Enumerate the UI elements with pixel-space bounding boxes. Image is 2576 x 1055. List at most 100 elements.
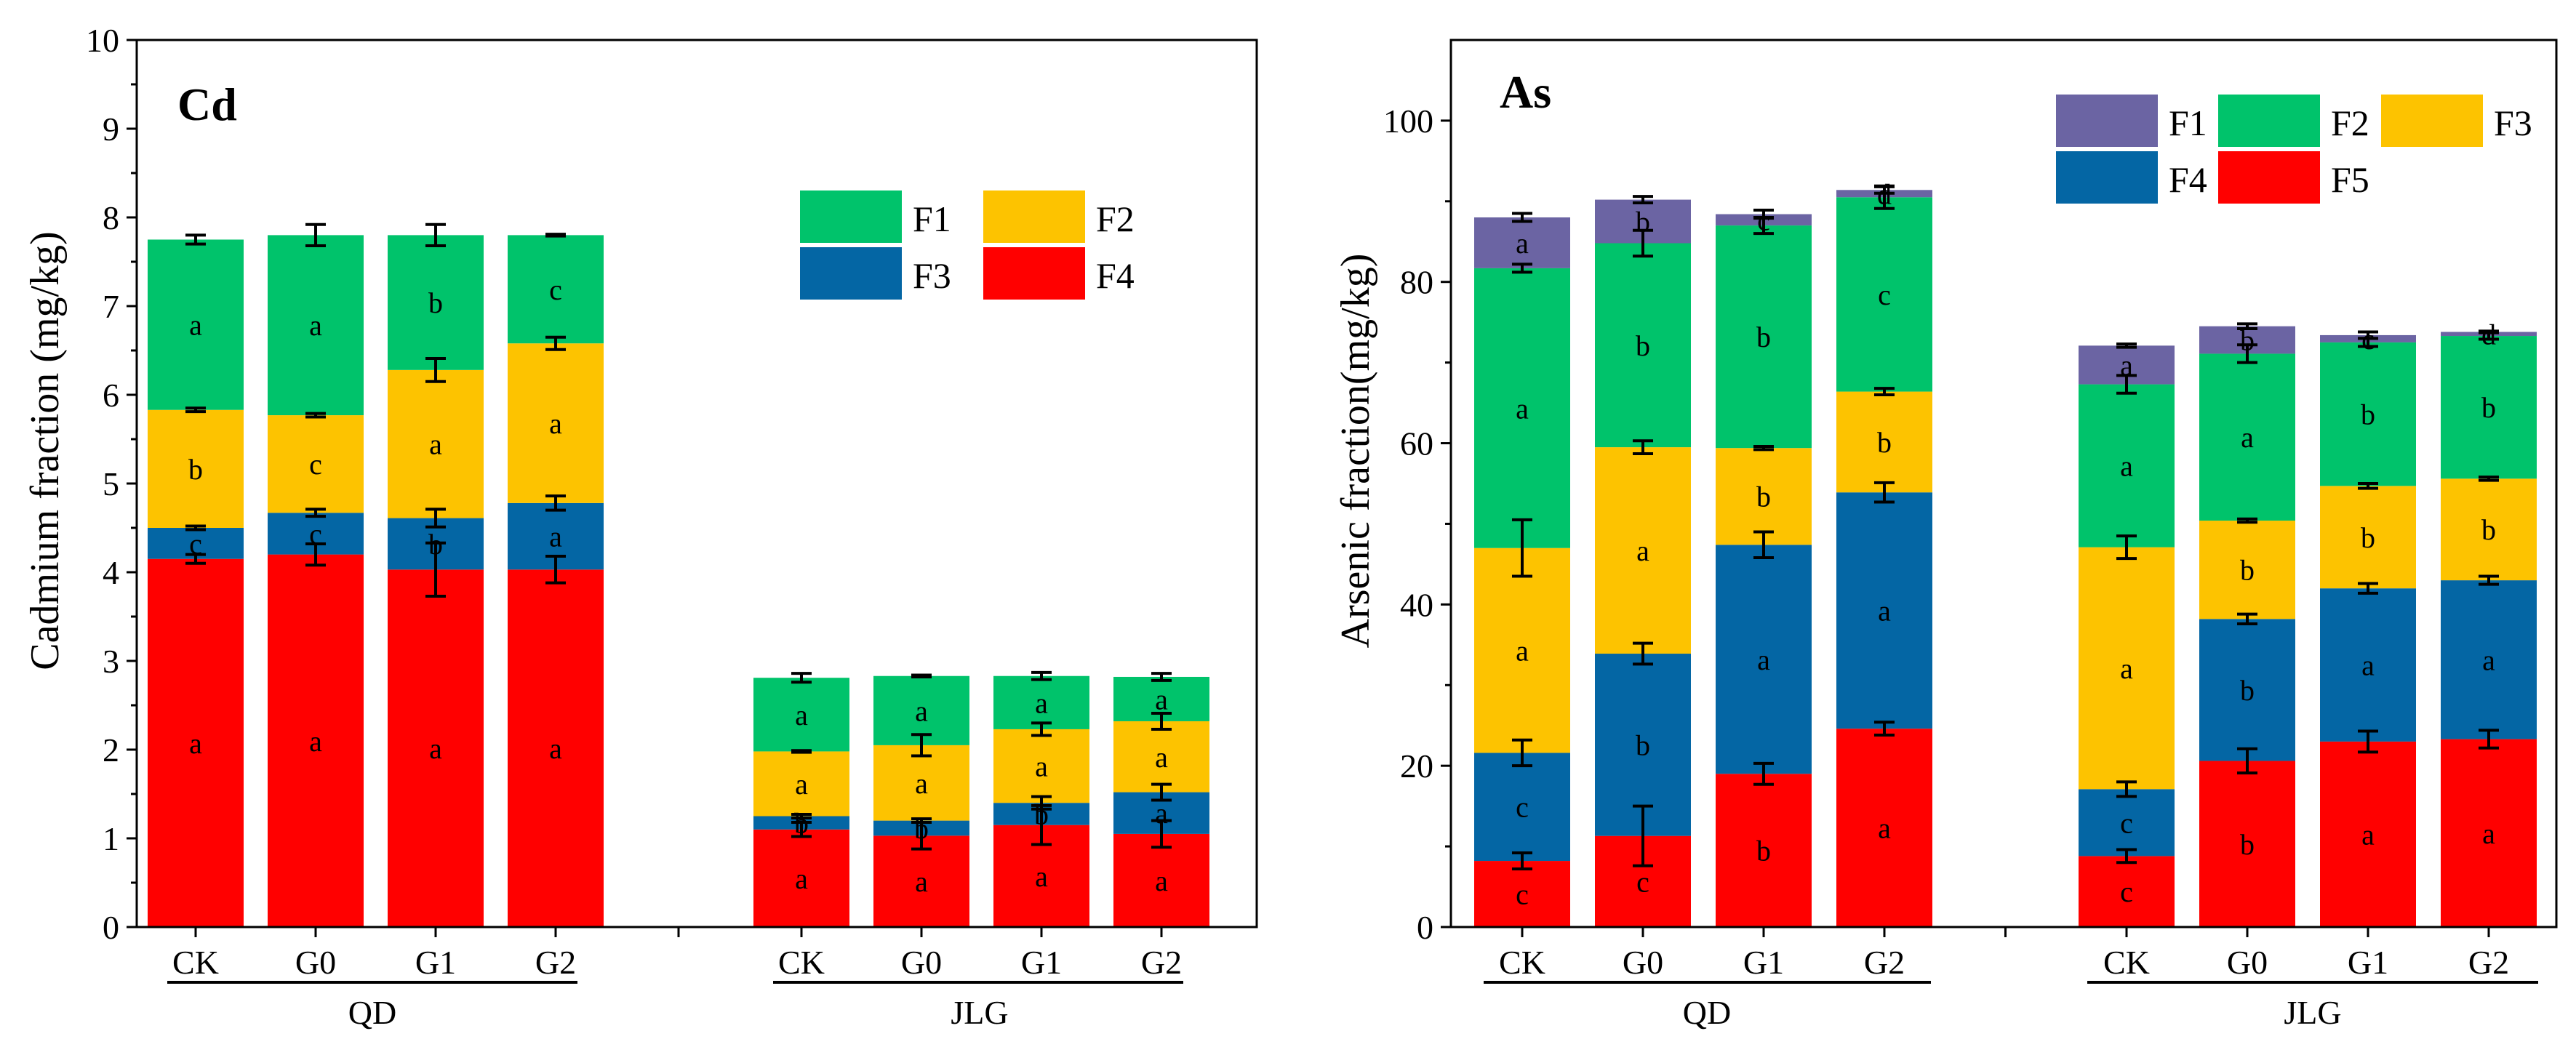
as-bar-f3 [1716, 448, 1812, 545]
cd-errorbar-f3 [545, 494, 566, 512]
as-errorbar-f1 [2237, 322, 2257, 331]
as-bar-f2 [1716, 225, 1812, 449]
as-errorbar-f1 [2358, 330, 2378, 340]
cd-ytick-label: 7 [103, 288, 119, 325]
as-value-label-f1: d [2481, 318, 2496, 350]
as-xtick-label: CK [2103, 944, 2150, 981]
cd-value-label-f4: a [1035, 860, 1048, 893]
as-errorbar-f3 [1874, 387, 1895, 396]
as-xtick-label: G2 [2468, 944, 2509, 981]
cd-bar-f2 [388, 369, 484, 518]
as-errorbar-f4 [1633, 641, 1653, 666]
cd-bar-f4 [508, 569, 604, 927]
cd-ytick-label: 1 [103, 820, 119, 857]
as-value-label-f4: a [1757, 643, 1770, 676]
cd-group-label-qd: QD [348, 994, 396, 1031]
as-value-label-f5: b [2240, 828, 2255, 861]
as-bar-f4 [1716, 545, 1812, 774]
cd-value-label-f4: a [1155, 865, 1168, 897]
as-value-label-f2: b [1636, 329, 1650, 362]
as-bar-f2 [2079, 384, 2175, 547]
cd-bar-f1 [508, 235, 604, 344]
as-value-label-f2: a [1516, 392, 1529, 425]
cd-errorbar-f3 [425, 508, 446, 529]
as-value-label-f2: b [2361, 398, 2375, 431]
cd-ytick-label: 2 [103, 731, 119, 769]
cd-ytick-label: 4 [103, 554, 119, 591]
cd-value-label-f4: a [549, 732, 562, 765]
cd-errorbar-f2 [185, 406, 206, 414]
as-errorbar-f4 [1753, 530, 1774, 560]
as-ytick-label: 80 [1400, 264, 1433, 301]
as-ylabel: Arsenic fraction(mg/kg) [1333, 254, 1378, 649]
cd-xtick-label: CK [172, 944, 219, 981]
cd-value-label-f1: a [1155, 683, 1168, 715]
cd-legend-swatch-f3 [800, 247, 902, 300]
as-errorbar-f1 [1753, 209, 1774, 220]
cd-ytick-label: 0 [103, 909, 119, 946]
as-errorbar-f4 [1874, 481, 1895, 504]
cd-errorbar-f1 [185, 233, 206, 246]
as-errorbar-f5 [2237, 747, 2257, 775]
as-xtick-label: G1 [1743, 944, 1784, 981]
cd-xtick-label: G2 [1141, 944, 1182, 981]
cd-errorbar-f1 [425, 222, 446, 248]
cd-errorbar-f2 [1031, 721, 1052, 737]
cd-errorbar-f1 [1031, 670, 1052, 681]
cd-bar-f1 [268, 235, 364, 416]
cd-value-label-f1: b [428, 286, 443, 319]
as-value-label-f2: c [1878, 278, 1891, 311]
cd-errorbar-f1 [545, 233, 566, 238]
cd-xtick-label: G2 [535, 944, 576, 981]
as-legend-label-f1: F1 [2169, 103, 2207, 143]
as-bar-f2 [2199, 353, 2295, 521]
cd-bar-f2 [753, 751, 849, 817]
as-errorbar-f2 [2116, 374, 2137, 395]
as-value-label-f4: a [1878, 595, 1891, 627]
cd-ytick-label: 8 [103, 199, 119, 236]
cd-value-label-f3: a [1155, 797, 1168, 830]
as-bar-f4 [2441, 580, 2537, 739]
as-bars [1474, 190, 2537, 927]
cd-bar-f2 [1113, 721, 1209, 793]
as-value-label-f5: a [1878, 812, 1891, 845]
as-errorbar-f5 [2116, 848, 2137, 865]
as-value-label-f5: a [2482, 817, 2495, 850]
as-ytick-label: 0 [1417, 909, 1433, 946]
as-legend-label-f3: F3 [2494, 103, 2532, 143]
cd-value-label-f1: a [915, 694, 928, 727]
cd-bar-f1 [148, 239, 244, 410]
as-xtick-label: G0 [2227, 944, 2268, 981]
cd-legend-swatch-f2 [983, 190, 1085, 243]
as-legend-swatch-f1 [2056, 95, 2158, 147]
as-value-label-f1: b [2240, 324, 2255, 357]
as-ytick-label: 100 [1383, 103, 1433, 140]
cd-errorbar-f2 [545, 335, 566, 351]
cd-errorbar-f4 [305, 542, 326, 567]
as-value-label-f4: a [2482, 643, 2495, 676]
cd-xtick-label: G1 [415, 944, 456, 981]
as-errorbar-f3 [1512, 518, 1532, 578]
as-value-label-f5: c [1516, 878, 1529, 911]
as-legend-item-f2: F2 [2218, 95, 2369, 147]
as-legend-item-f1: F1 [2056, 95, 2207, 147]
as-bar-f2 [2320, 342, 2416, 486]
cd-value-label-f3: b [428, 528, 443, 561]
as-chart: Arsenic fraction(mg/kg) As QD JLG F1 F2 … [1333, 39, 2558, 1031]
as-value-label-f3: b [2240, 554, 2255, 587]
cd-errorbar-f2 [425, 356, 446, 383]
cd-errorbar-f4 [791, 821, 812, 838]
cd-errorbar-f2 [305, 412, 326, 419]
cd-bar-f2 [268, 415, 364, 513]
as-value-label-f1: a [2120, 349, 2133, 382]
cd-value-label-f3: b [794, 807, 809, 840]
as-errorbar-f5 [1633, 804, 1653, 867]
cd-value-label-f2: b [188, 453, 203, 486]
as-group-label-jlg: JLG [2284, 994, 2341, 1031]
cd-value-label-f1: a [795, 699, 808, 731]
as-bar-f3 [1836, 391, 1932, 493]
cd-value-label-f2: a [915, 767, 928, 800]
as-annotations: c c b a c b a a c b a a c b a a a a b b a b b b a b b c a a b b a b c d a b c d [1512, 177, 2499, 911]
as-value-label-f2: a [2241, 421, 2254, 454]
as-legend-swatch-f4 [2056, 151, 2158, 204]
